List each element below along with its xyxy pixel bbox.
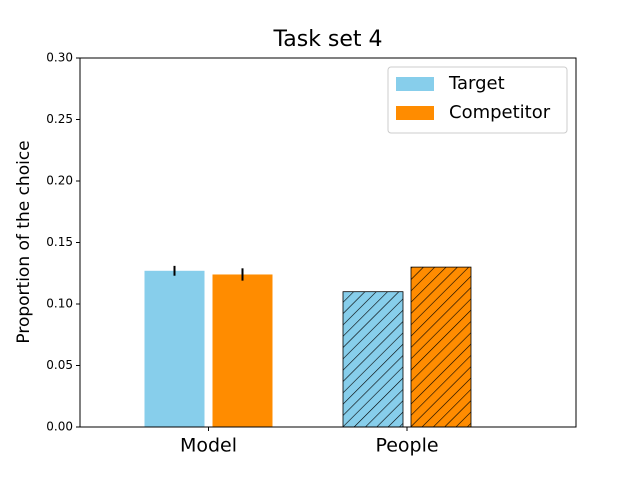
- y-tick-label: 0.20: [46, 174, 73, 188]
- legend-label: Competitor: [449, 102, 551, 123]
- legend-label: Target: [448, 73, 505, 94]
- legend-swatch: [396, 106, 434, 120]
- bar-hatch: [410, 266, 472, 428]
- chart-title: Task set 4: [272, 27, 382, 52]
- x-tick-label: Model: [180, 435, 237, 457]
- y-tick-label: 0.30: [46, 51, 73, 65]
- x-tick-label: People: [375, 435, 438, 457]
- y-tick-label: 0.00: [46, 420, 73, 434]
- bar-hatch: [342, 291, 404, 428]
- y-tick-label: 0.10: [46, 297, 73, 311]
- bar: [144, 270, 205, 427]
- y-axis-label: Proportion of the choice: [14, 140, 34, 343]
- y-tick-label: 0.25: [46, 112, 73, 126]
- legend-swatch: [396, 77, 434, 91]
- y-tick-label: 0.05: [46, 358, 73, 372]
- bar: [212, 274, 273, 427]
- plot-frame: [79, 57, 577, 428]
- y-tick-label: 0.15: [46, 235, 73, 249]
